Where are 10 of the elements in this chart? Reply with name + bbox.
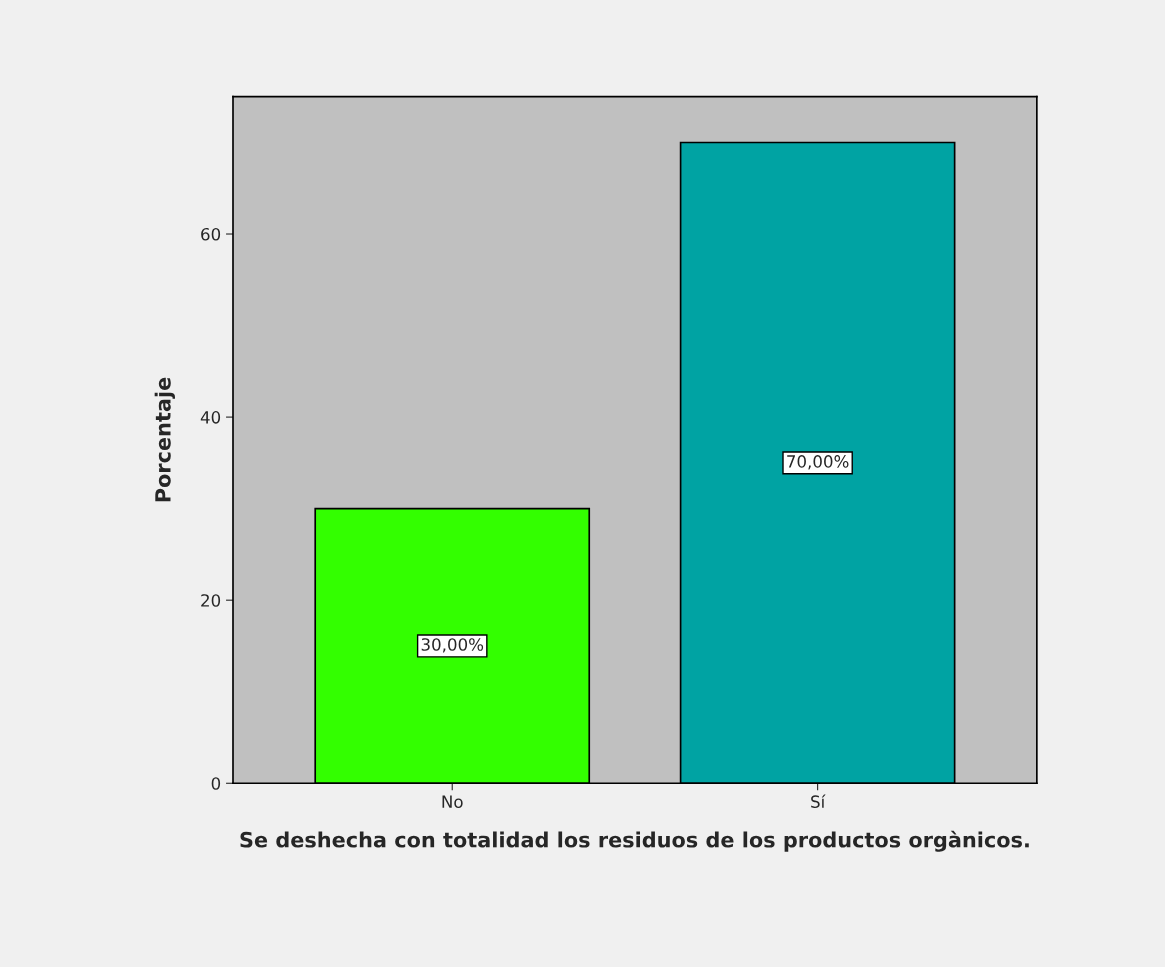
x-tick-label: Sí — [811, 794, 826, 808]
y-tick-label: 60 — [201, 227, 221, 241]
data-label: 70,00% — [787, 455, 849, 470]
y-tick-label: 20 — [201, 594, 221, 607]
y-tick-label: 40 — [200, 411, 221, 424]
data-label: 30,00% — [421, 638, 484, 653]
x-axis-title: Se deshecha con totalidad los residuos de los productos orgànicos. — [240, 830, 1029, 852]
y-tick-label: 0 — [211, 777, 221, 790]
x-tick-label: No — [442, 795, 463, 808]
y-axis-title: Porcentaje — [154, 377, 175, 502]
